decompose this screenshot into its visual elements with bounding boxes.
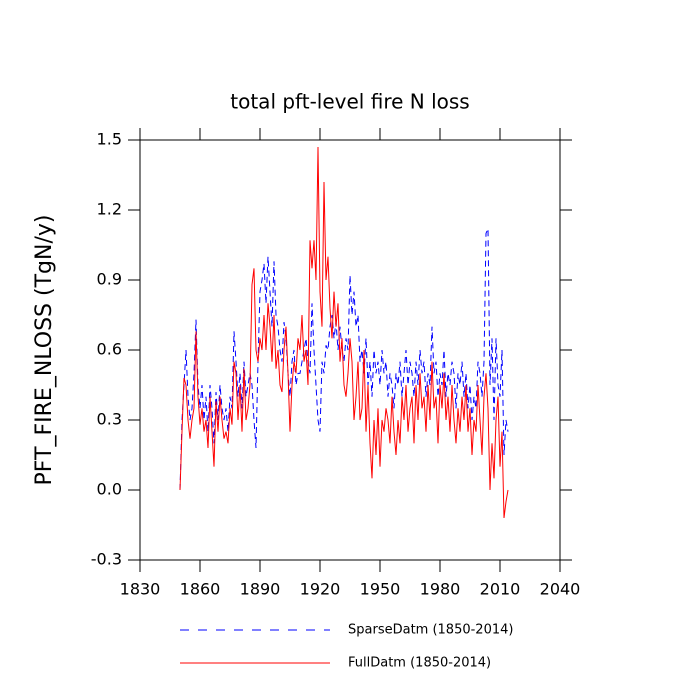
x-tick-label: 1860 (180, 580, 221, 599)
x-tick-label: 2010 (480, 580, 521, 599)
series-line (179, 228, 509, 491)
y-tick-label: 0.3 (97, 410, 122, 429)
y-tick-label: 0.6 (97, 340, 122, 359)
y-tick-label: 0.0 (97, 480, 122, 499)
x-tick-label: 1830 (120, 580, 161, 599)
y-tick-label: 0.9 (97, 270, 122, 289)
x-tick-label: 2040 (540, 580, 581, 599)
y-tick-label: 1.5 (97, 130, 122, 149)
legend-label: FullDatm (1850-2014) (348, 656, 491, 671)
y-tick-label: 1.2 (97, 200, 122, 219)
x-tick-label: 1890 (240, 580, 281, 599)
x-tick-label: 1920 (300, 580, 341, 599)
x-tick-label: 1950 (360, 580, 401, 599)
y-axis-label: PFT_FIRE_NLOSS (TgN/y) (32, 215, 57, 486)
legend-label: SparseDatm (1850-2014) (348, 623, 513, 638)
series-line (179, 146, 509, 519)
x-tick-label: 1980 (420, 580, 461, 599)
y-tick-label: -0.3 (91, 550, 122, 569)
chart-title: total pft-level fire N loss (230, 90, 469, 114)
